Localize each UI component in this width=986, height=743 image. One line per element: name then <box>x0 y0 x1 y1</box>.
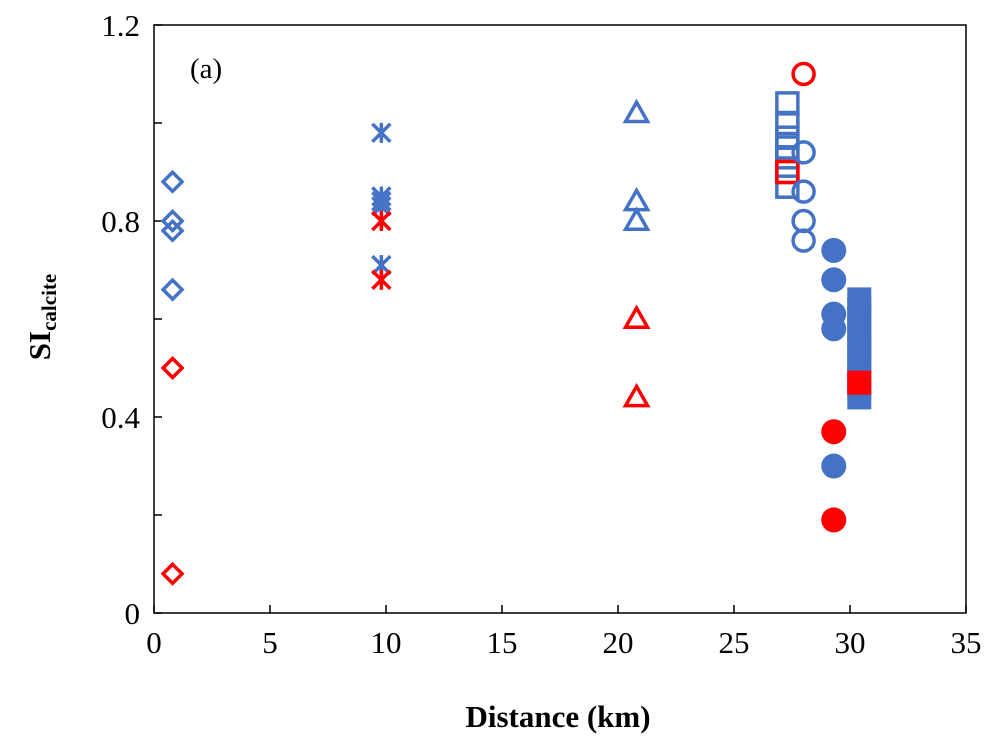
y-tick-label: 0 <box>125 596 141 631</box>
chart-axes: 0 5 10 15 20 25 30 35 0 0.4 0.8 1.2 <box>101 8 981 660</box>
data-point-diamond <box>160 277 185 302</box>
data-point-asterisk <box>371 269 392 291</box>
data-point-square <box>775 174 800 199</box>
y-axis-title-main: SI <box>22 331 57 360</box>
data-point-diamond <box>160 561 185 586</box>
y-tick-label: 0.8 <box>101 204 140 239</box>
data-point-square <box>775 145 800 170</box>
data-point-circle <box>791 228 816 253</box>
data-point-asterisk <box>371 122 392 144</box>
data-point-filled-circle <box>821 267 847 293</box>
x-tick-label: 35 <box>951 625 982 660</box>
data-point-diamond <box>160 209 185 233</box>
data-point-triangle <box>622 382 651 408</box>
data-point-triangle <box>622 98 651 124</box>
data-point-square <box>775 159 800 185</box>
x-tick-label: 15 <box>487 625 518 660</box>
data-point-diamond <box>160 169 185 194</box>
data-point-circle <box>791 61 816 87</box>
y-axis-title: SIcalcite <box>22 274 61 360</box>
y-tick-label: 0.4 <box>101 400 140 435</box>
data-point-square <box>775 110 800 136</box>
data-point-filled-circle <box>821 507 847 533</box>
data-point-filled-circle <box>821 316 847 342</box>
data-point-square <box>775 159 800 185</box>
y-tick-label: 1.2 <box>101 8 140 43</box>
data-point-filled-circle <box>821 419 847 445</box>
x-tick-label: 10 <box>371 625 402 660</box>
data-point-filled-circle <box>821 453 847 479</box>
data-point-asterisk <box>371 210 392 232</box>
data-point-triangle <box>622 304 651 329</box>
data-point-circle <box>791 179 816 204</box>
x-tick-label: 30 <box>835 625 866 660</box>
data-point-diamond <box>160 218 185 243</box>
y-axis-title-subscript: calcite <box>37 274 61 331</box>
x-tick-label: 25 <box>719 625 750 660</box>
x-tick-label: 0 <box>146 625 162 660</box>
data-point-filled-square <box>847 370 872 395</box>
x-tick-label: 20 <box>603 625 634 660</box>
chart-marks <box>160 61 872 586</box>
data-point-diamond <box>160 356 185 380</box>
x-axis-title: Distance (km) <box>465 699 650 734</box>
data-point-filled-circle <box>821 237 847 263</box>
data-point-circle <box>791 140 816 165</box>
panel-annotation: (a) <box>190 53 222 85</box>
data-point-triangle <box>622 206 651 231</box>
x-tick-label: 5 <box>262 625 278 660</box>
